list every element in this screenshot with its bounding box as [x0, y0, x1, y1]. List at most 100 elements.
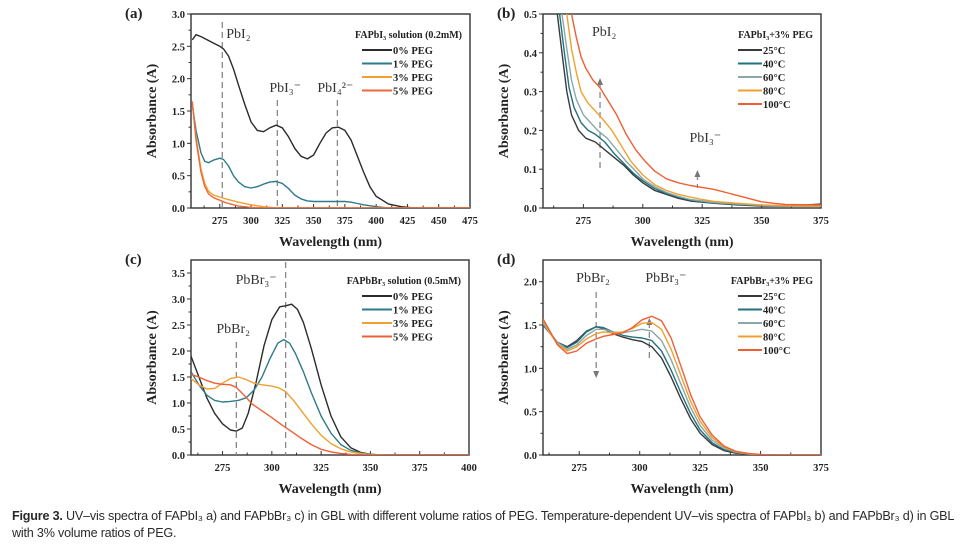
- x-tick-label: 325: [692, 463, 708, 474]
- y-tick-label: 3.5: [172, 269, 185, 280]
- y-tick-label: 0.5: [524, 408, 537, 419]
- series-line: [191, 373, 469, 455]
- legend-entry: 60°C: [763, 319, 785, 330]
- legend-entry: 0% PEG: [393, 46, 433, 57]
- series-line: [191, 303, 469, 455]
- arrow-up-icon: [694, 170, 701, 177]
- legend-entry: 25°C: [763, 46, 785, 57]
- x-tick-label: 400: [461, 463, 477, 474]
- y-tick-label: 0.5: [524, 10, 537, 21]
- series-line: [191, 338, 469, 455]
- x-tick-label: 300: [264, 463, 280, 474]
- annotation-label: PbI₃⁻: [269, 81, 301, 96]
- y-tick-label: 0.3: [524, 88, 537, 99]
- x-tick-label: 300: [632, 463, 648, 474]
- legend-entry: 80°C: [763, 333, 785, 344]
- series-line: [191, 101, 470, 208]
- figure-panels: (a) 275 300 325 350 375 400 425 450 475 0.0 0.5 1.0 1…: [125, 6, 829, 497]
- panel-label: (b): [497, 6, 515, 22]
- y-axis-label: Absorbance (A): [497, 310, 512, 405]
- caption-label: Figure 3.: [12, 509, 63, 523]
- y-tick-label: 0.0: [524, 204, 537, 215]
- y-axis-label: Absorbance (A): [145, 310, 160, 405]
- x-tick-label: 350: [754, 216, 770, 227]
- legend-entry: 40°C: [763, 306, 785, 317]
- y-tick-label: 3.0: [172, 295, 185, 306]
- legend-entry: 40°C: [763, 60, 785, 71]
- y-tick-label: 0.0: [172, 204, 185, 215]
- x-tick-label: 375: [412, 463, 428, 474]
- figure-caption: Figure 3. UV–vis spectra of FAPbI₃ a) an…: [12, 508, 967, 542]
- x-tick-label: 375: [813, 463, 829, 474]
- x-tick-label: 475: [462, 216, 478, 227]
- y-tick-label: 0.5: [172, 425, 185, 436]
- x-tick-label: 275: [576, 216, 592, 227]
- x-tick-label: 325: [694, 216, 710, 227]
- x-tick-label: 350: [306, 216, 322, 227]
- y-axis-label: Absorbance (A): [497, 63, 512, 158]
- plot-frame: [190, 13, 471, 209]
- y-tick-label: 2.5: [172, 42, 185, 53]
- y-tick-label: 1.5: [172, 107, 185, 118]
- series-line: [191, 34, 470, 208]
- y-tick-label: 1.0: [524, 364, 537, 375]
- y-tick-label: 0.4: [524, 49, 538, 60]
- chart-panel-2: (c) 275 300 325 350 375 400 0.0 0.5 1.0 1.5 2.0 2.5 3…: [125, 252, 477, 497]
- x-tick-label: 325: [313, 463, 329, 474]
- series-line: [191, 103, 470, 208]
- x-axis-label: Wavelength (nm): [630, 235, 733, 250]
- legend-entry: 80°C: [763, 87, 785, 98]
- legend-title: FAPbBr₃ solution (0.5mM): [347, 276, 461, 287]
- y-tick-label: 0.1: [524, 165, 537, 176]
- annotation-label: PbBr₂: [216, 322, 250, 337]
- x-axis-label: Wavelength (nm): [279, 235, 382, 250]
- annotation-label: PbI₄²⁻: [317, 81, 353, 96]
- x-axis-label: Wavelength (nm): [278, 482, 381, 497]
- annotation-label: PbI₃⁻: [689, 131, 721, 146]
- x-tick-label: 275: [212, 216, 228, 227]
- y-tick-label: 2.5: [172, 321, 185, 332]
- x-tick-label: 450: [431, 216, 447, 227]
- legend-entry: 5% PEG: [393, 333, 433, 344]
- legend-entry: 5% PEG: [393, 87, 433, 98]
- series-line: [191, 376, 469, 455]
- y-tick-label: 2.0: [172, 75, 185, 86]
- y-tick-label: 1.0: [172, 399, 185, 410]
- legend-entry: 3% PEG: [393, 319, 433, 330]
- series-line: [570, 14, 821, 206]
- annotation-label: PbI₂: [226, 27, 250, 42]
- y-tick-label: 0.0: [524, 451, 537, 462]
- y-tick-label: 0.0: [172, 451, 185, 462]
- panel-label: (d): [497, 252, 515, 268]
- legend-entry: 0% PEG: [393, 292, 433, 303]
- x-tick-label: 275: [571, 463, 587, 474]
- x-tick-label: 375: [813, 216, 829, 227]
- legend-title: FAPbI₃+3% PEG: [738, 30, 813, 41]
- annotation-label: PbBr₃⁻: [236, 273, 277, 288]
- legend-title: FAPbBr₃+3% PEG: [731, 276, 813, 287]
- series-line: [191, 104, 470, 208]
- series-line: [543, 315, 821, 455]
- x-tick-label: 375: [337, 216, 353, 227]
- chart-panel-0: (a) 275 300 325 350 375 400 425 450 475 0.0 0.5 1.0 1…: [125, 6, 478, 250]
- x-tick-label: 300: [243, 216, 259, 227]
- y-tick-label: 2.0: [172, 347, 185, 358]
- y-tick-label: 1.0: [172, 139, 185, 150]
- panel-label: (a): [125, 6, 143, 22]
- y-tick-label: 3.0: [172, 10, 185, 21]
- series-line: [566, 14, 821, 207]
- plot-frame: [542, 13, 822, 209]
- y-tick-label: 0.2: [524, 126, 537, 137]
- annotation-label: PbBr₂: [576, 271, 610, 286]
- arrow-up-icon: [646, 318, 653, 325]
- legend-entry: 100°C: [763, 100, 791, 111]
- legend-entry: 3% PEG: [393, 73, 433, 84]
- annotation-label: PbI₂: [592, 25, 616, 40]
- x-tick-label: 275: [215, 463, 231, 474]
- x-tick-label: 325: [274, 216, 290, 227]
- series-line: [561, 14, 821, 207]
- legend-entry: 60°C: [763, 73, 785, 84]
- arrow-up-icon: [597, 78, 604, 85]
- x-tick-label: 350: [753, 463, 769, 474]
- x-axis-label: Wavelength (nm): [630, 482, 733, 497]
